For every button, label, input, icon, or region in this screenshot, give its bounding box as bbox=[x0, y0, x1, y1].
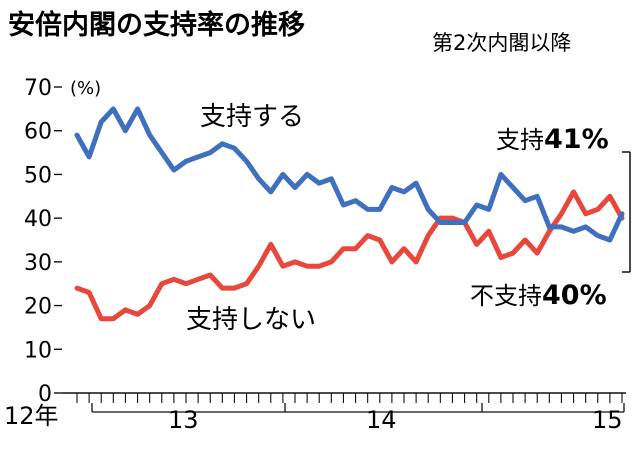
x-axis-ticks bbox=[76, 393, 623, 403]
chart-subtitle: 第2次内閣以降 bbox=[432, 31, 571, 55]
y-unit-label: (%) bbox=[70, 78, 101, 99]
series-label-support: 支持する bbox=[200, 102, 304, 132]
series-line-support bbox=[74, 106, 625, 243]
y-tick-label-50: 50 bbox=[24, 163, 52, 188]
year-brackets bbox=[91, 403, 625, 413]
year-label-2015: 15 bbox=[592, 406, 623, 434]
end-label-nonsupport-text: 不支持 bbox=[470, 282, 542, 310]
series-label-nonsupport: 支持しない bbox=[186, 305, 316, 335]
year-label-2014: 14 bbox=[366, 406, 397, 434]
y-tick-label-40: 40 bbox=[24, 207, 52, 232]
series-lines bbox=[74, 106, 625, 322]
y-tick-label-70: 70 bbox=[24, 76, 52, 101]
y-tick-label-20: 20 bbox=[24, 295, 52, 320]
end-label-support: 支持41% bbox=[496, 124, 609, 155]
y-tick-label-10: 10 bbox=[24, 338, 52, 363]
y-tick-label-0: 0 bbox=[38, 382, 52, 407]
year-label-2013: 13 bbox=[168, 406, 199, 434]
series-line-nonsupport bbox=[74, 189, 625, 322]
y-tick-label-60: 60 bbox=[24, 120, 52, 145]
y-axis: 0 10 20 30 40 50 60 70 bbox=[24, 76, 62, 407]
y-tick-label-30: 30 bbox=[24, 251, 52, 276]
end-value-nonsupport: 40% bbox=[542, 280, 607, 311]
year-label-2012: 12年 bbox=[4, 402, 59, 430]
chart-title: 安倍内閣の支持率の推移 bbox=[8, 9, 305, 41]
end-value-support: 41% bbox=[544, 124, 609, 155]
end-label-support-text: 支持 bbox=[496, 126, 544, 154]
end-label-nonsupport: 不支持40% bbox=[470, 280, 607, 311]
